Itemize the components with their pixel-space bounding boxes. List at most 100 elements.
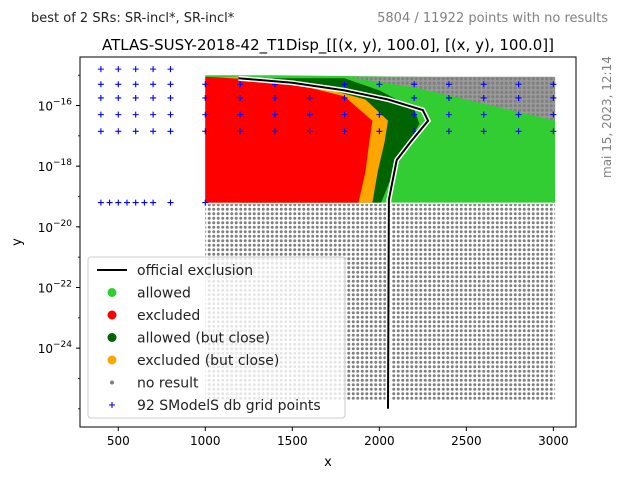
grid-point: [115, 128, 122, 135]
grid-point: [271, 128, 278, 135]
grid-point: [411, 94, 418, 101]
grid-point: [97, 111, 104, 118]
grid-point: [480, 81, 487, 88]
grid-point: [480, 111, 487, 118]
grid-point: [480, 94, 487, 101]
grid-point: [150, 94, 157, 101]
y-axis-label: y: [10, 238, 25, 246]
grid-point: [411, 111, 418, 118]
x-axis-label: x: [324, 455, 332, 470]
legend-entry-label: no result: [137, 376, 199, 392]
legend-entry-label: 92 SModelS db grid points: [137, 398, 321, 414]
grid-point: [306, 94, 313, 101]
grid-point: [515, 81, 522, 88]
grid-point: [445, 94, 452, 101]
legend: official exclusion allowed excluded allowed…: [87, 256, 346, 419]
grid-point: [202, 199, 209, 206]
grid-point: [150, 128, 157, 135]
grid-point: [237, 94, 244, 101]
x-tick-label: 2000: [364, 434, 395, 448]
chart-title: ATLAS-SUSY-2018-42_T1Disp_[[(x, y), 100.…: [102, 36, 554, 55]
grid-point: [271, 94, 278, 101]
grid-point: [115, 111, 122, 118]
legend-swatch-small-dot: [110, 380, 114, 385]
grid-point: [141, 199, 148, 206]
legend-box: [87, 256, 346, 419]
grid-point: [97, 81, 104, 88]
y-tick-label: 10−16: [38, 98, 73, 114]
grid-point: [515, 94, 522, 101]
legend-swatch-dot: [107, 288, 117, 297]
legend-entry-label: excluded (but close): [137, 353, 279, 369]
grid-point: [150, 66, 157, 73]
grid-point: [237, 111, 244, 118]
grid-point: [97, 199, 104, 206]
grid-point: [97, 94, 104, 101]
grid-point: [202, 94, 209, 101]
x-tick-label: 500: [107, 434, 130, 448]
header-left-note: best of 2 SRs: SR-incl*, SR-incl*: [31, 11, 235, 26]
grid-point: [150, 81, 157, 88]
grid-point: [550, 111, 557, 118]
grid-point: [376, 111, 383, 118]
y-tick-label: 10−22: [38, 279, 72, 295]
grid-point: [515, 111, 522, 118]
grid-point: [115, 66, 122, 73]
x-tick-label: 1000: [190, 434, 221, 448]
x-tick-label: 3000: [538, 434, 569, 448]
grid-point: [550, 128, 557, 135]
legend-swatch-dot: [107, 333, 117, 342]
grid-point: [237, 128, 244, 135]
grid-point: [132, 111, 139, 118]
grid-point: [123, 199, 130, 206]
grid-point: [132, 66, 139, 73]
grid-point: [341, 111, 348, 118]
x-tick-label: 2500: [451, 434, 482, 448]
grid-point: [550, 94, 557, 101]
grid-point: [341, 94, 348, 101]
y-tick-label: 10−20: [38, 219, 73, 235]
grid-point: [271, 111, 278, 118]
grid-point: [167, 128, 174, 135]
legend-entry-label: excluded: [137, 308, 200, 324]
grid-point: [550, 81, 557, 88]
grid-point: [341, 128, 348, 135]
region-excluded: [205, 76, 373, 203]
grid-point: [445, 81, 452, 88]
grid-point: [306, 128, 313, 135]
x-tick-label: 1500: [277, 434, 308, 448]
grid-point: [132, 199, 139, 206]
legend-entry-label: allowed (but close): [137, 331, 270, 347]
grid-point: [515, 128, 522, 135]
grid-point: [150, 111, 157, 118]
grid-point: [445, 128, 452, 135]
grid-point: [376, 81, 383, 88]
grid-point: [167, 111, 174, 118]
grid-point: [167, 66, 174, 73]
official-exclusion-line: [238, 77, 430, 409]
plot-frame: [79, 56, 577, 428]
grid-point: [115, 199, 122, 206]
grid-point: [167, 199, 174, 206]
y-tick-label: 10−18: [38, 158, 73, 174]
y-tick-label: 10−24: [38, 340, 73, 356]
grid-point: [202, 111, 209, 118]
grid-point: [480, 128, 487, 135]
grid-point: [411, 81, 418, 88]
legend-swatch-dot: [107, 355, 117, 365]
grid-point: [132, 81, 139, 88]
legend-entry-label: allowed: [137, 286, 191, 302]
legend-entry-label: official exclusion: [137, 263, 253, 279]
grid-point: [115, 81, 122, 88]
grid-point: [341, 81, 348, 88]
grid-point: [115, 94, 122, 101]
grid-point: [97, 66, 104, 73]
legend-swatch-plus: [109, 402, 115, 408]
grid-point: [106, 199, 113, 206]
grid-point: [306, 111, 313, 118]
legend-swatch-dot: [107, 310, 117, 320]
grid-point: [150, 199, 157, 206]
grid-point: [202, 81, 209, 88]
grid-point: [167, 81, 174, 88]
